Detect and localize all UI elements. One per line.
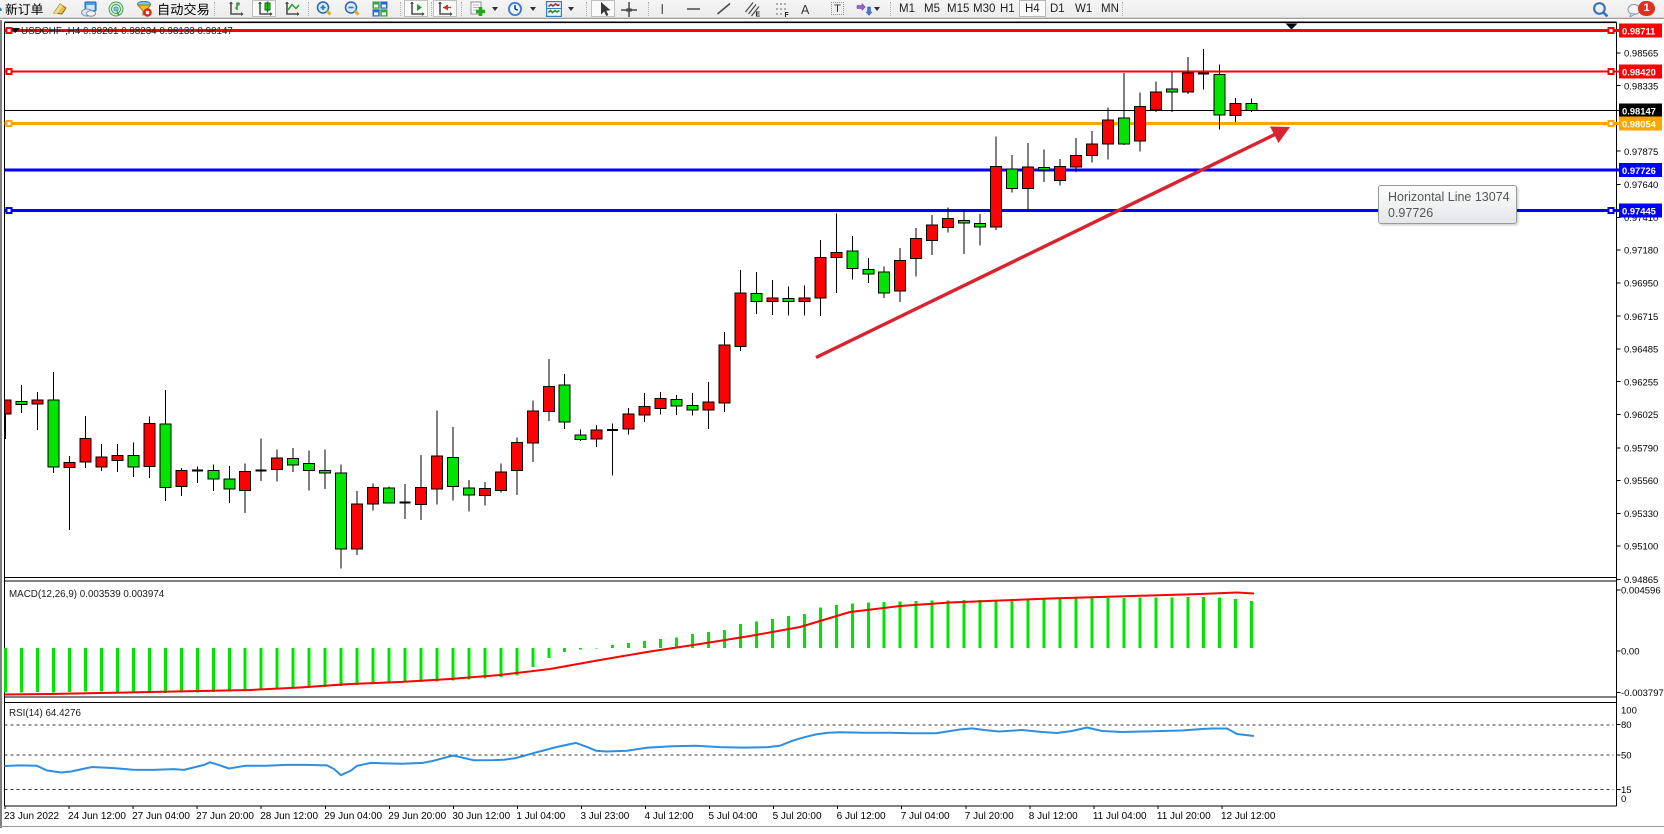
svg-text:6 Jul 12:00: 6 Jul 12:00	[837, 811, 886, 822]
svg-text:7 Jul 20:00: 7 Jul 20:00	[965, 811, 1014, 822]
svg-text:0.96025: 0.96025	[1624, 410, 1658, 421]
svg-text:0.94865: 0.94865	[1624, 575, 1658, 586]
svg-text:0.97410: 0.97410	[1624, 213, 1658, 224]
svg-text:0.98054: 0.98054	[1622, 118, 1657, 129]
svg-text:0.98147: 0.98147	[1622, 105, 1656, 116]
svg-text:0.95790: 0.95790	[1624, 444, 1658, 455]
svg-text:12 Jul 12:00: 12 Jul 12:00	[1221, 811, 1276, 822]
svg-text:0.96255: 0.96255	[1624, 377, 1658, 388]
svg-text:0.95100: 0.95100	[1624, 542, 1658, 553]
svg-text:0.00: 0.00	[1621, 647, 1640, 658]
svg-text:80: 80	[1621, 720, 1632, 731]
svg-text:5 Jul 20:00: 5 Jul 20:00	[773, 811, 822, 822]
svg-text:100: 100	[1621, 706, 1637, 717]
svg-text:0.95330: 0.95330	[1624, 509, 1658, 520]
svg-text:0: 0	[1621, 794, 1626, 805]
svg-text:0.97875: 0.97875	[1624, 147, 1658, 158]
svg-text:0.97180: 0.97180	[1624, 246, 1658, 257]
svg-text:3 Jul 23:00: 3 Jul 23:00	[580, 811, 629, 822]
svg-text:0.98335: 0.98335	[1624, 81, 1658, 92]
svg-text:15: 15	[1621, 785, 1632, 796]
svg-text:USDCHF-,H4 0.98201 0.98234 0.: USDCHF-,H4 0.98201 0.98234 0.98133 0.981…	[21, 26, 233, 37]
svg-text:7 Jul 04:00: 7 Jul 04:00	[901, 811, 950, 822]
svg-text:0.96715: 0.96715	[1624, 312, 1658, 323]
svg-text:0.96485: 0.96485	[1624, 345, 1658, 356]
svg-text:MACD(12,26,9) 0.003539 0.00397: MACD(12,26,9) 0.003539 0.003974	[9, 589, 165, 600]
svg-text:27 Jun 04:00: 27 Jun 04:00	[132, 811, 190, 822]
svg-text:-0.003797: -0.003797	[1621, 688, 1664, 699]
svg-text:RSI(14) 64.4276: RSI(14) 64.4276	[9, 708, 81, 719]
svg-text:E: E	[756, 12, 761, 18]
svg-text:50: 50	[1621, 751, 1632, 762]
svg-text:0.98711: 0.98711	[1622, 25, 1655, 36]
svg-text:11 Jul 04:00: 11 Jul 04:00	[1093, 811, 1147, 822]
svg-text:27 Jun 20:00: 27 Jun 20:00	[196, 811, 254, 822]
svg-text:0.96950: 0.96950	[1624, 278, 1658, 289]
svg-text:0.98565: 0.98565	[1624, 49, 1658, 60]
svg-text:29 Jun 20:00: 29 Jun 20:00	[388, 811, 446, 822]
svg-text:F: F	[785, 12, 790, 17]
svg-text:0.97640: 0.97640	[1624, 180, 1658, 191]
svg-text:11 Jul 20:00: 11 Jul 20:00	[1157, 811, 1211, 822]
svg-text:0.98420: 0.98420	[1622, 66, 1656, 77]
svg-text:0.95560: 0.95560	[1624, 476, 1658, 487]
svg-text:29 Jun 04:00: 29 Jun 04:00	[324, 811, 382, 822]
svg-text:23 Jun 2022: 23 Jun 2022	[4, 811, 59, 822]
svg-text:8 Jul 12:00: 8 Jul 12:00	[1029, 811, 1078, 822]
svg-text:0.004596: 0.004596	[1621, 586, 1661, 597]
svg-text:1 Jul 04:00: 1 Jul 04:00	[516, 811, 565, 822]
svg-text:30 Jun 12:00: 30 Jun 12:00	[452, 811, 510, 822]
svg-text:24 Jun 12:00: 24 Jun 12:00	[68, 811, 126, 822]
svg-text:0.97445: 0.97445	[1622, 205, 1656, 216]
svg-text:0.97726: 0.97726	[1622, 165, 1656, 176]
svg-text:28 Jun 12:00: 28 Jun 12:00	[260, 811, 318, 822]
svg-text:4 Jul 12:00: 4 Jul 12:00	[645, 811, 694, 822]
svg-text:5 Jul 04:00: 5 Jul 04:00	[709, 811, 758, 822]
